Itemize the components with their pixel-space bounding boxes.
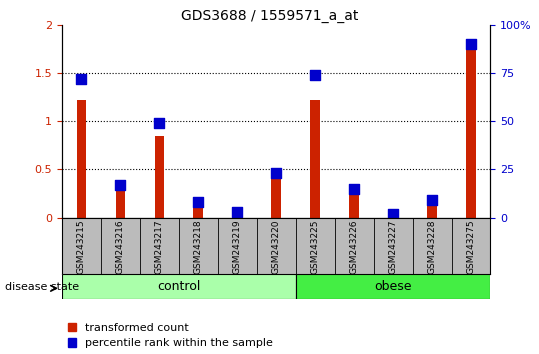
Text: GDS3688 / 1559571_a_at: GDS3688 / 1559571_a_at: [181, 9, 358, 23]
Legend: transformed count, percentile rank within the sample: transformed count, percentile rank withi…: [67, 322, 273, 348]
Bar: [232, 215, 242, 218]
Point: [116, 182, 125, 188]
Bar: [310, 100, 320, 218]
Text: GSM243216: GSM243216: [116, 219, 125, 274]
Point: [77, 76, 86, 82]
Text: GSM243226: GSM243226: [350, 219, 358, 274]
Bar: [466, 46, 476, 218]
Text: control: control: [157, 280, 201, 293]
Text: GSM243219: GSM243219: [233, 219, 242, 274]
Point: [428, 198, 437, 203]
Text: GSM243275: GSM243275: [467, 219, 475, 274]
Point: [194, 199, 203, 205]
Text: GSM243218: GSM243218: [194, 219, 203, 274]
Bar: [155, 136, 164, 218]
Bar: [296, 274, 490, 299]
Bar: [388, 213, 398, 218]
Point: [467, 41, 475, 47]
Bar: [115, 189, 125, 218]
Point: [155, 120, 164, 126]
Text: GSM243220: GSM243220: [272, 219, 281, 274]
Text: disease state: disease state: [5, 282, 80, 292]
Text: obese: obese: [375, 280, 412, 293]
Text: GSM243215: GSM243215: [77, 219, 86, 274]
Point: [389, 211, 397, 217]
Point: [272, 171, 280, 176]
Bar: [349, 195, 359, 218]
Point: [311, 72, 320, 78]
Text: GSM243217: GSM243217: [155, 219, 164, 274]
Bar: [62, 274, 296, 299]
Text: GSM243227: GSM243227: [389, 219, 398, 274]
Bar: [271, 174, 281, 218]
Bar: [77, 100, 86, 218]
Text: GSM243228: GSM243228: [427, 219, 437, 274]
Point: [350, 186, 358, 192]
Text: GSM243225: GSM243225: [310, 219, 320, 274]
Point: [233, 209, 241, 215]
Bar: [194, 206, 203, 218]
Bar: [427, 205, 437, 218]
